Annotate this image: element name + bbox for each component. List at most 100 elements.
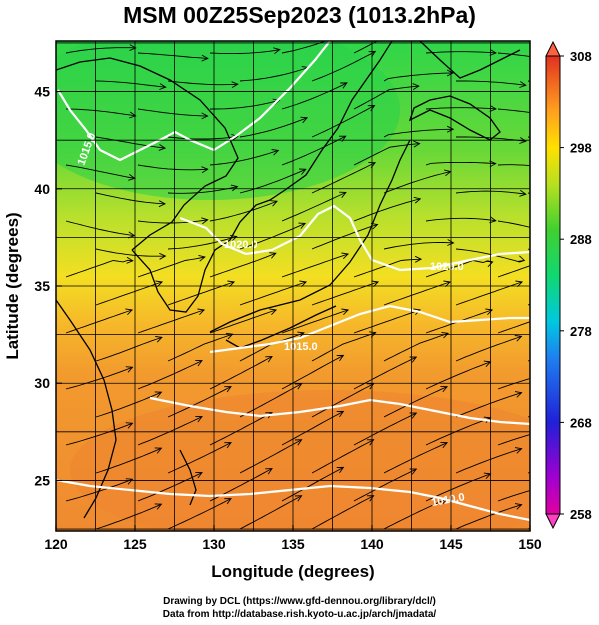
streamline bbox=[239, 495, 302, 530]
streamline bbox=[497, 108, 530, 114]
streamline bbox=[209, 200, 278, 222]
isobar-label: 1020.0 bbox=[430, 261, 464, 273]
streamline bbox=[137, 256, 205, 278]
streamline-arrowhead bbox=[489, 216, 497, 224]
x-tick-label: 140 bbox=[360, 536, 384, 552]
colorbar-tick-label: 278 bbox=[570, 324, 592, 339]
streamline-arrowhead bbox=[273, 47, 281, 55]
streamline-arrowhead bbox=[155, 280, 164, 288]
streamline bbox=[497, 164, 530, 167]
streamline-arrowhead bbox=[443, 280, 452, 288]
streamline-arrowhead bbox=[514, 391, 523, 398]
streamline bbox=[137, 108, 208, 117]
streamline-arrowhead bbox=[159, 83, 167, 90]
streamline-arrowhead bbox=[561, 167, 567, 173]
streamline-arrowhead bbox=[590, 204, 597, 210]
streamline-arrowhead bbox=[590, 455, 596, 461]
streamline bbox=[167, 136, 238, 140]
streamline bbox=[353, 412, 417, 446]
streamline bbox=[455, 504, 522, 530]
streamline-arrowhead bbox=[413, 308, 422, 316]
streamline-arrowhead bbox=[201, 166, 209, 174]
streamline bbox=[95, 192, 166, 205]
streamline-arrowhead bbox=[371, 280, 380, 288]
streamline bbox=[95, 80, 166, 88]
y-tick-label: 40 bbox=[34, 181, 50, 197]
streamline bbox=[383, 442, 448, 474]
streamline bbox=[239, 168, 306, 194]
isobar-label: 1010.0 bbox=[430, 491, 465, 509]
colorbar-ticks: 308 298 288 278 268 258 bbox=[560, 49, 592, 522]
streamline-arrowhead bbox=[489, 160, 497, 168]
streamline-arrowhead bbox=[265, 356, 273, 363]
streamline bbox=[425, 161, 496, 166]
streamline bbox=[167, 80, 238, 86]
streamline bbox=[137, 164, 208, 171]
streamline-arrowhead bbox=[125, 366, 134, 373]
streamline bbox=[239, 67, 309, 82]
streamline bbox=[455, 448, 522, 474]
streamline-arrowhead bbox=[446, 69, 454, 77]
colorbar-bottom-arrow bbox=[545, 513, 561, 530]
streamline bbox=[383, 242, 454, 250]
streamline bbox=[527, 192, 530, 194]
streamline-arrowhead bbox=[270, 200, 278, 207]
streamline-arrowhead bbox=[269, 308, 278, 316]
streamline bbox=[311, 224, 378, 250]
streamline bbox=[65, 164, 135, 179]
streamline-arrowhead bbox=[590, 91, 597, 97]
streamline-arrowhead bbox=[368, 50, 377, 58]
streamline-arrowhead bbox=[336, 354, 345, 362]
streamline bbox=[383, 386, 448, 418]
streamline bbox=[137, 416, 203, 446]
colorbar-body bbox=[545, 55, 561, 515]
streamline-arrowhead bbox=[224, 442, 232, 449]
streamline bbox=[65, 47, 136, 54]
streamline-arrowhead bbox=[519, 189, 527, 197]
streamline bbox=[497, 490, 530, 502]
x-tick-label: 150 bbox=[518, 536, 542, 552]
streamline bbox=[137, 472, 203, 502]
streamline bbox=[95, 136, 166, 149]
map-panel: 1015.0 1020.0 1015.0 1020.0 1010.0 bbox=[56, 41, 597, 531]
streamline bbox=[497, 52, 530, 58]
streamline bbox=[209, 309, 277, 334]
streamline bbox=[311, 383, 374, 418]
streamline bbox=[167, 333, 233, 362]
streamline-arrowhead bbox=[154, 447, 163, 454]
isobars bbox=[56, 41, 530, 522]
streamline bbox=[353, 198, 421, 222]
streamline bbox=[239, 117, 308, 138]
streamline-arrowhead bbox=[336, 410, 345, 418]
streamline-arrowhead bbox=[225, 332, 234, 340]
streamline-arrowhead bbox=[195, 416, 203, 423]
streamline bbox=[425, 51, 496, 54]
streamline bbox=[95, 336, 163, 362]
streamline bbox=[497, 220, 530, 228]
streamline-arrowhead bbox=[514, 447, 523, 454]
streamline-arrowhead bbox=[158, 144, 167, 151]
streamline-arrowhead bbox=[519, 137, 527, 144]
streamline bbox=[425, 473, 491, 502]
x-axis-title: Longitude (degrees) bbox=[211, 562, 374, 581]
streamline bbox=[527, 471, 530, 474]
streamline bbox=[137, 52, 208, 59]
streamline-arrowhead bbox=[440, 441, 449, 449]
streamline-arrowhead bbox=[195, 360, 203, 367]
streamline bbox=[167, 498, 232, 530]
x-tick-label: 125 bbox=[123, 536, 147, 552]
streamline bbox=[209, 252, 276, 278]
streamline bbox=[65, 422, 133, 446]
streamline bbox=[311, 495, 374, 530]
streamline-arrowhead bbox=[366, 439, 375, 446]
streamline bbox=[65, 309, 133, 334]
streamline bbox=[209, 49, 280, 55]
streamline-arrowhead bbox=[413, 196, 422, 204]
streamline-arrowhead bbox=[446, 125, 455, 133]
streamline bbox=[353, 85, 419, 110]
streamline-arrowhead bbox=[447, 239, 455, 246]
streamline bbox=[137, 219, 208, 224]
streamline-arrowhead bbox=[297, 331, 305, 339]
streamline-arrowhead bbox=[514, 503, 523, 510]
